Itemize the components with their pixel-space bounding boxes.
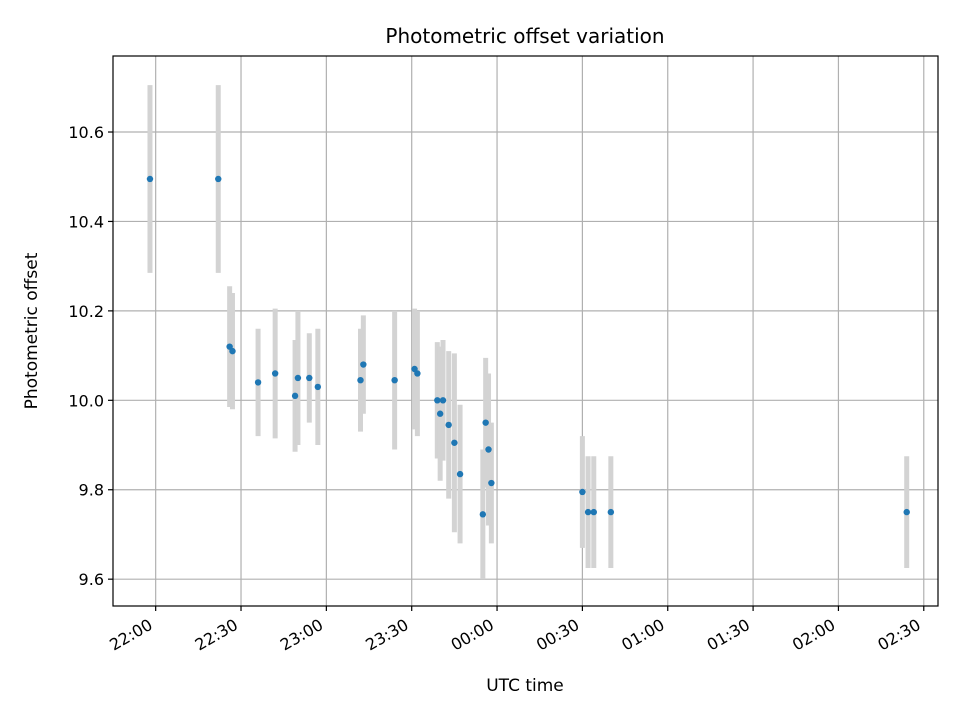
data-point — [488, 479, 495, 487]
data-point — [451, 439, 458, 446]
data-point — [584, 508, 592, 516]
chart-title: Photometric offset variation — [385, 24, 664, 48]
data-point — [479, 511, 487, 518]
y-tick-label: 10.0 — [68, 391, 104, 410]
data-point — [456, 470, 464, 478]
data-point — [607, 508, 615, 516]
data-point — [579, 488, 586, 496]
y-tick-label: 10.4 — [68, 212, 104, 231]
y-tick-label: 9.6 — [79, 570, 104, 589]
data-point — [360, 361, 367, 368]
data-point — [229, 347, 236, 355]
data-point — [482, 419, 489, 426]
data-point — [291, 392, 299, 400]
data-point — [439, 397, 447, 404]
data-point — [146, 175, 154, 183]
data-point — [294, 374, 302, 382]
data-point — [271, 370, 279, 377]
y-tick-label: 10.2 — [68, 302, 104, 321]
y-tick-label: 10.6 — [68, 123, 104, 142]
data-point — [306, 374, 313, 382]
data-point — [590, 508, 597, 516]
data-point — [314, 383, 322, 391]
y-axis-label: Photometric offset — [22, 252, 42, 409]
data-point — [357, 376, 364, 384]
x-axis-label: UTC time — [486, 676, 564, 696]
data-point — [903, 508, 910, 516]
plot-frame — [112, 55, 939, 607]
data-point — [436, 410, 444, 417]
y-axis: 9.6 9.8 10.0 10.2 10.4 10.6 — [68, 123, 113, 589]
y-tick-label: 9.8 — [79, 481, 104, 500]
data-point — [445, 421, 452, 429]
data-points — [146, 175, 910, 518]
data-point — [485, 446, 492, 453]
data-point — [215, 175, 222, 183]
grid — [113, 56, 938, 606]
data-point — [391, 376, 398, 384]
data-point — [414, 370, 421, 377]
data-point — [254, 379, 262, 386]
data-point — [434, 397, 441, 404]
